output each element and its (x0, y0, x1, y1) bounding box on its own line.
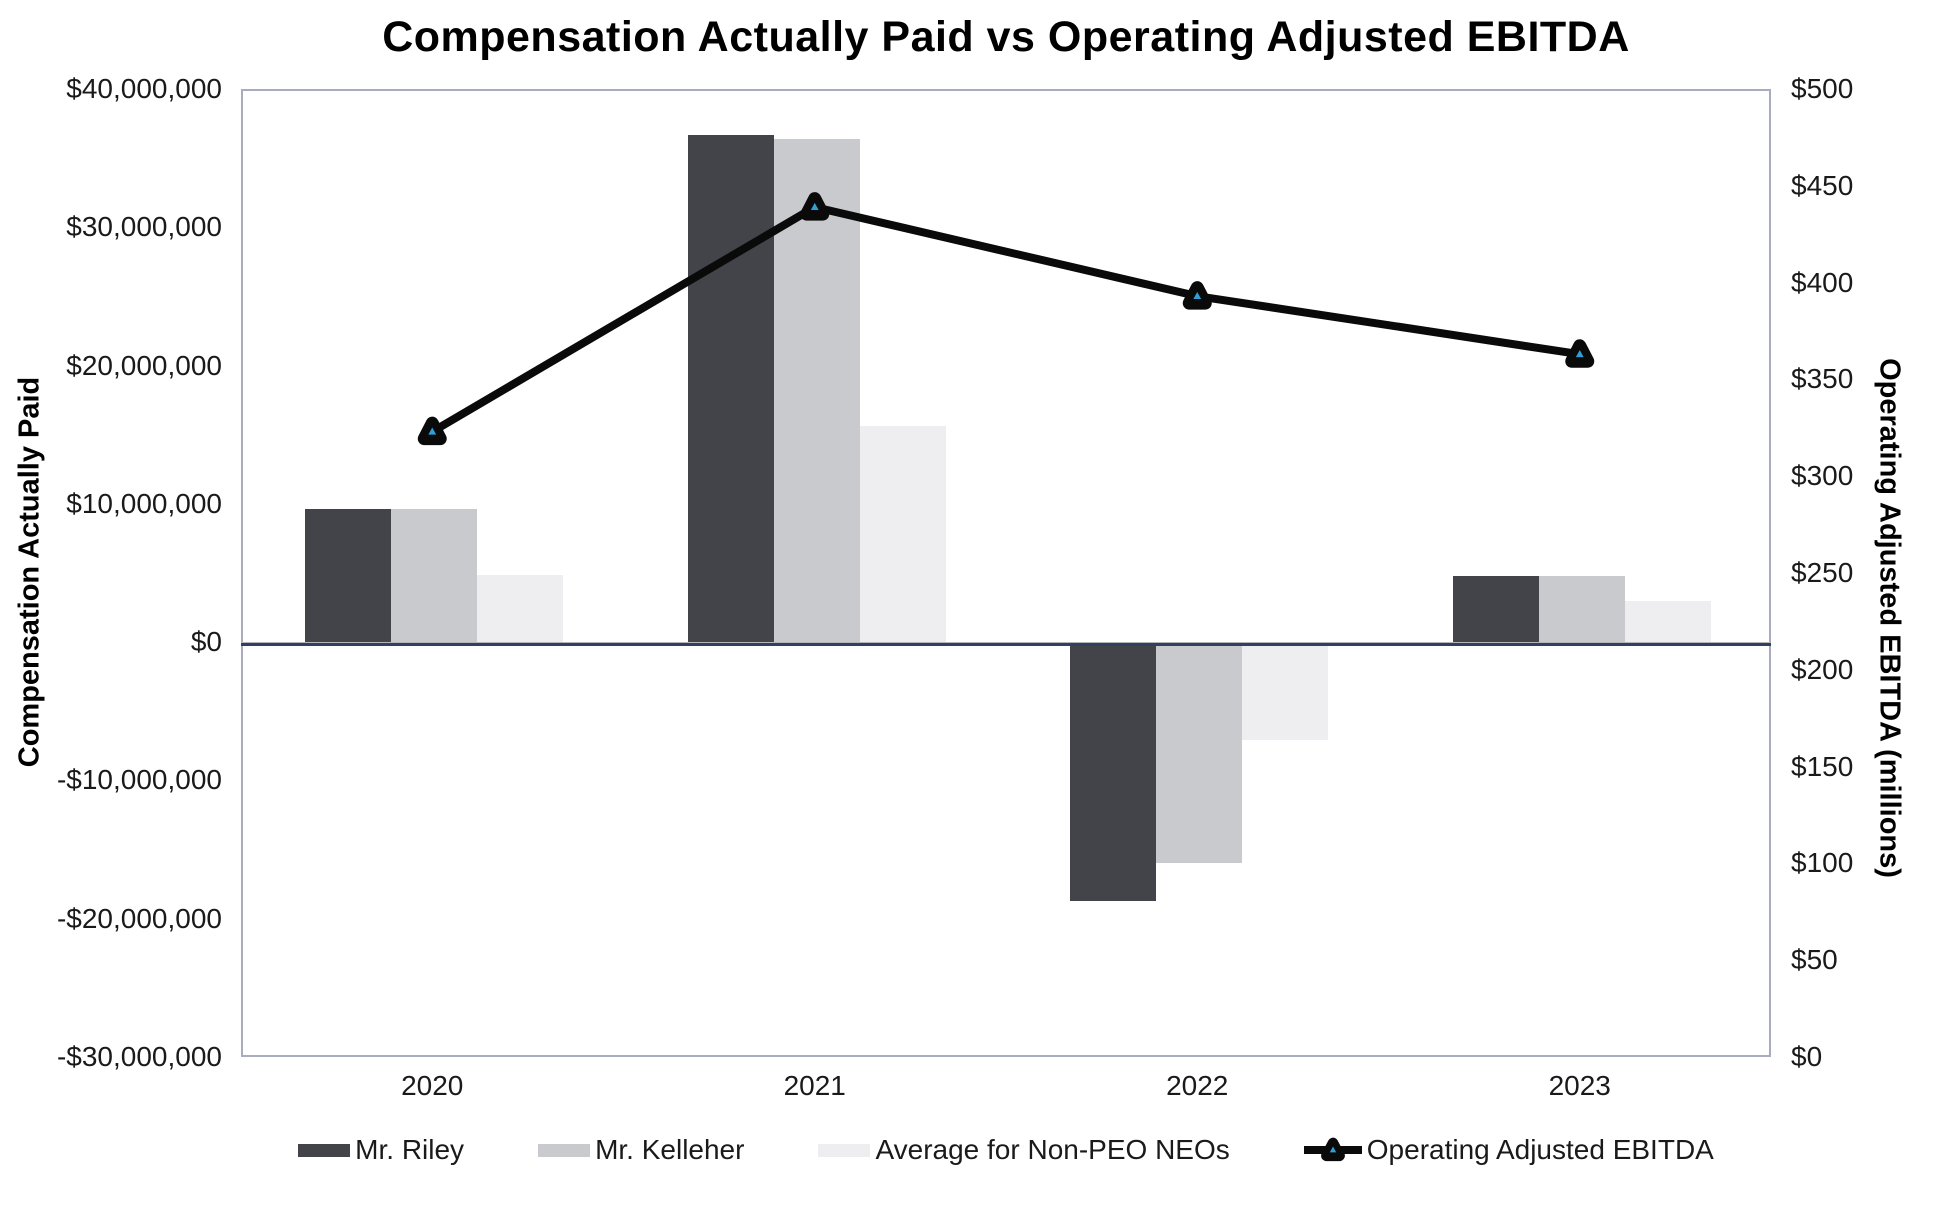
x-axis-label-2020: 2020 (401, 1070, 464, 1101)
zero-axis-line (241, 642, 1771, 647)
bar-average-for-non-peo-neos-2021 (859, 425, 946, 645)
x-axis-label-2021: 2021 (783, 1070, 846, 1101)
legend-swatch-average-non-peo-neos (818, 1143, 871, 1157)
bar-mr-riley-2023 (1452, 576, 1539, 645)
bar-mr-riley-2022 (1070, 644, 1157, 902)
legend-item-mr-kelleher: Mr. Kelleher (538, 1133, 744, 1167)
right-axis-tick-label: $150 (1791, 750, 1854, 782)
legend-item-average-non-peo-neos: Average for Non-PEO NEOs (818, 1133, 1230, 1167)
triangle-marker-inner-icon (810, 202, 819, 210)
legend-item-mr-riley: Mr. Riley (298, 1133, 464, 1167)
bar-average-for-non-peo-neos-2023 (1624, 601, 1711, 645)
right-axis-tick-label: $450 (1791, 169, 1854, 201)
bar-mr-kelleher-2022 (1156, 644, 1243, 863)
chart-title: Compensation Actually Paid vs Operating … (382, 13, 1630, 61)
right-axis-tick-label: $350 (1791, 363, 1854, 395)
x-axis-label-2022: 2022 (1166, 1070, 1229, 1101)
line-series-layer (417, 192, 1595, 446)
legend-swatch-mr-riley (298, 1143, 351, 1157)
bar-mr-riley-2021 (687, 135, 774, 645)
legend-label-mr-kelleher: Mr. Kelleher (595, 1134, 745, 1165)
bar-mr-kelleher-2023 (1538, 576, 1625, 645)
left-axis-tick-label: -$10,000,000 (56, 764, 222, 796)
triangle-marker-inner-icon (1329, 1146, 1336, 1153)
legend-label-average-non-peo-neos: Average for Non-PEO NEOs (875, 1134, 1230, 1165)
plot-area (241, 89, 1771, 1057)
left-axis-tick-label: $10,000,000 (66, 487, 222, 519)
bar-mr-riley-2020 (305, 508, 392, 645)
left-axis-title: Compensation Actually Paid (13, 376, 46, 768)
right-axis-tick-label: $300 (1791, 460, 1854, 492)
left-axis-tick-label: -$30,000,000 (56, 1041, 222, 1072)
legend-swatch-mr-kelleher (538, 1143, 591, 1157)
triangle-marker-inner-icon (428, 427, 437, 435)
left-axis-tick-label: $30,000,000 (66, 211, 222, 243)
triangle-marker-inner-icon (1575, 350, 1584, 358)
legend-item-operating-adjusted-ebitda: Operating Adjusted EBITDA (1303, 1133, 1714, 1167)
right-axis-tick-label: $250 (1791, 557, 1854, 588)
right-axis-tick-label: $400 (1791, 266, 1854, 298)
right-axis-tick-label: $500 (1791, 73, 1854, 104)
triangle-marker-inner-icon (1193, 291, 1202, 300)
line-operating-adjusted-ebitda (428, 203, 1584, 436)
legend: Mr. Riley Mr. Kelleher Average for Non-P… (241, 1130, 1771, 1170)
bar-mr-kelleher-2020 (391, 508, 478, 645)
right-axis-tick-label: $0 (1791, 1041, 1823, 1072)
left-axis-tick-label: $40,000,000 (66, 73, 222, 104)
right-axis-title: Operating Adjusted EBITDA (millions) (1873, 358, 1906, 878)
x-axis-label-2023: 2023 (1548, 1070, 1611, 1101)
legend-label-mr-riley: Mr. Riley (355, 1134, 465, 1165)
left-axis-tick-label: $0 (190, 626, 222, 658)
right-axis-tick-label: $100 (1791, 847, 1854, 879)
right-axis-tick-label: $50 (1791, 944, 1838, 976)
legend-label-operating-adjusted-ebitda: Operating Adjusted EBITDA (1366, 1134, 1714, 1165)
left-axis-tick-label: $20,000,000 (66, 349, 222, 381)
right-axis-tick-label: $200 (1791, 653, 1854, 685)
bar-average-for-non-peo-neos-2020 (477, 575, 564, 645)
left-axis-tick-label: -$20,000,000 (56, 902, 222, 934)
legend-line-marker-icon (1303, 1137, 1362, 1162)
bar-average-for-non-peo-neos-2022 (1242, 644, 1329, 740)
